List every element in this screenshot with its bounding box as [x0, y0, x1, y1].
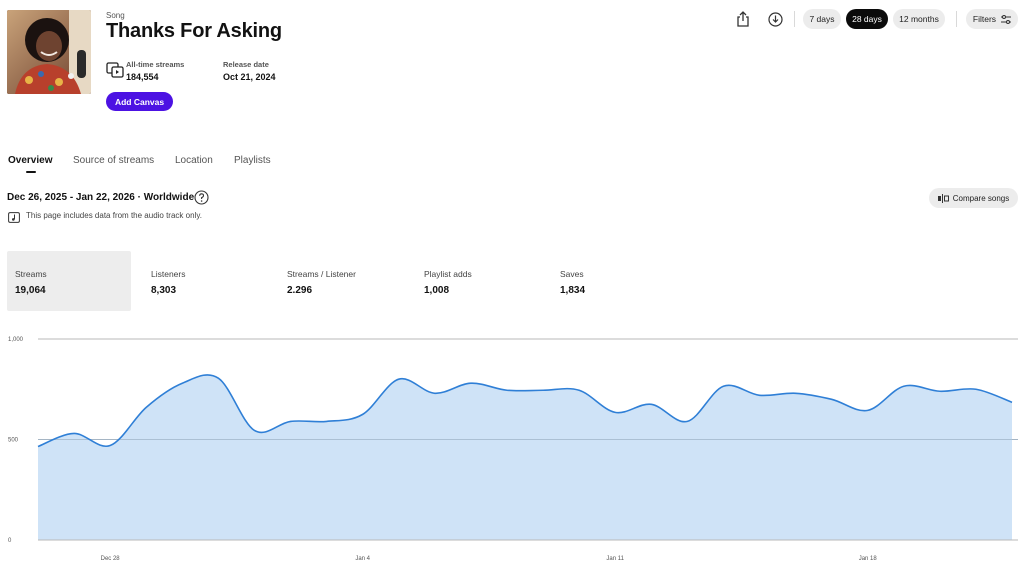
- x-tick-label: Dec 28: [101, 556, 121, 562]
- metric-value: 1,008: [424, 285, 450, 296]
- y-tick-label: 0: [8, 538, 12, 544]
- alltime-streams-label: All-time streams: [126, 60, 185, 69]
- compare-songs-label: Compare songs: [952, 193, 1010, 203]
- release-date-stat: Release date Oct 21, 2024: [223, 60, 276, 82]
- tab-playlists[interactable]: Playlists: [234, 155, 271, 166]
- metric-value: 19,064: [15, 285, 46, 296]
- content-kind-label: Song: [106, 11, 125, 20]
- tab-overview[interactable]: Overview: [8, 155, 53, 166]
- selected-metric-highlight: [7, 251, 131, 311]
- range-7-days[interactable]: 7 days: [803, 9, 841, 29]
- metric-label: Playlist adds: [424, 269, 472, 279]
- metric-value: 1,834: [560, 285, 586, 296]
- streams-series-line: [37, 374, 1013, 448]
- tab-source-of-streams[interactable]: Source of streams: [73, 155, 155, 166]
- compare-songs-button[interactable]: Compare songs: [929, 188, 1018, 208]
- metric-playlist-adds[interactable]: Playlist adds 1,008: [424, 269, 472, 296]
- active-tab-indicator: [26, 171, 36, 173]
- metric-value: 2.296: [287, 285, 313, 296]
- metric-listeners[interactable]: Listeners 8,303: [151, 269, 186, 296]
- download-icon[interactable]: [766, 10, 784, 28]
- metric-label: Listeners: [151, 269, 186, 279]
- filters-button[interactable]: Filters: [966, 9, 1018, 29]
- metric-label: Saves: [560, 269, 584, 279]
- album-cover: [7, 10, 91, 94]
- release-date-value: Oct 21, 2024: [223, 72, 276, 82]
- metric-value: 8,303: [151, 285, 177, 296]
- tab-location[interactable]: Location: [175, 155, 213, 166]
- share-icon[interactable]: [734, 10, 752, 28]
- metric-streams-per-listener[interactable]: Streams / Listener 2.296: [287, 269, 356, 296]
- streams-area-fill: [38, 374, 1012, 540]
- streams-icon: [106, 62, 124, 78]
- y-tick-label: 500: [8, 438, 19, 444]
- range-12-months[interactable]: 12 months: [893, 9, 945, 29]
- range-28-days[interactable]: 28 days: [846, 9, 888, 29]
- compare-icon: [937, 193, 949, 203]
- metric-label: Streams / Listener: [287, 269, 356, 279]
- filters-icon: [1001, 14, 1012, 24]
- x-tick-label: Jan 11: [606, 556, 624, 562]
- metric-label: Streams: [15, 269, 47, 279]
- y-tick-label: 1,000: [8, 337, 24, 343]
- toolbar-divider: [956, 11, 957, 27]
- toolbar-divider: [794, 11, 795, 27]
- x-tick-label: Jan 18: [859, 556, 878, 562]
- metric-saves[interactable]: Saves 1,834: [560, 269, 585, 296]
- alltime-streams-stat: All-time streams 184,554: [126, 60, 184, 82]
- song-title: Thanks For Asking: [106, 20, 282, 42]
- help-icon[interactable]: [194, 190, 209, 205]
- alltime-streams-value: 184,554: [126, 72, 159, 82]
- date-range-location: Dec 26, 2025 - Jan 22, 2026 · Worldwide: [7, 192, 195, 203]
- streams-area-chart[interactable]: 0 500 1,000 Dec 28 Jan 4 Jan 11 Jan 18: [0, 330, 1024, 575]
- x-tick-label: Jan 4: [355, 556, 370, 562]
- release-date-label: Release date: [223, 60, 269, 69]
- audio-track-icon: [8, 210, 20, 223]
- audio-track-note: This page includes data from the audio t…: [26, 211, 202, 220]
- add-canvas-button[interactable]: Add Canvas: [106, 92, 173, 111]
- filters-label: Filters: [972, 14, 997, 24]
- metric-streams[interactable]: Streams 19,064: [15, 269, 47, 296]
